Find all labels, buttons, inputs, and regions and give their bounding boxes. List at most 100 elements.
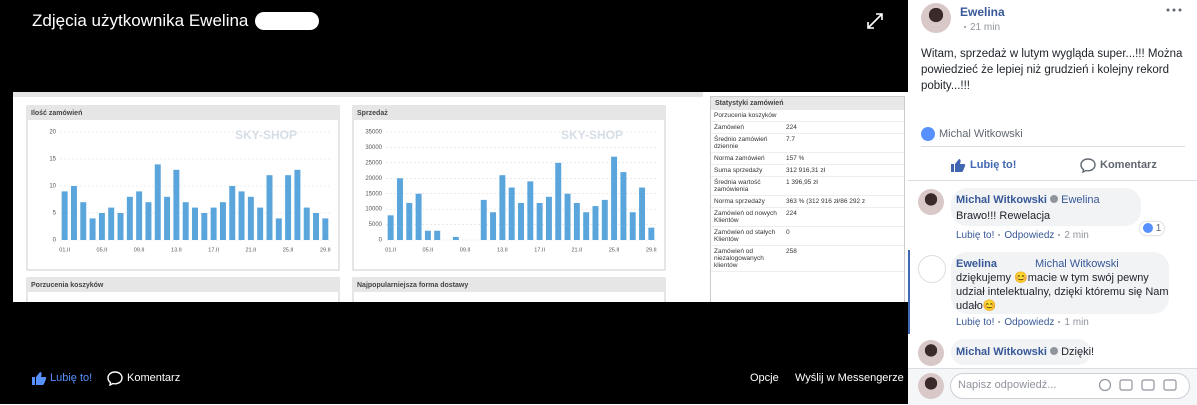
- line: powiedzieć że lepiej niż grudzień i kole…: [921, 64, 1170, 76]
- stat-value: 258: [786, 248, 797, 255]
- bar: [89, 218, 96, 240]
- like-button[interactable]: Lubię to!: [50, 372, 93, 384]
- bar: [424, 230, 431, 240]
- like[interactable]: Lubię to!: [956, 230, 995, 241]
- stats-row: Średnia wartość zamówienia 1 396,95 zł: [711, 177, 904, 196]
- title: Zdjęcia użytkownika Ewelina: [32, 11, 249, 30]
- stat-value: 363 % (312 916 zł/86 292 z: [786, 198, 866, 205]
- bar: [61, 191, 68, 240]
- bar: [98, 213, 105, 240]
- divider: [908, 180, 1197, 181]
- send-messenger[interactable]: Wyślij w Messengerze: [795, 372, 904, 384]
- comment-icon[interactable]: [107, 371, 123, 386]
- bar: [247, 196, 254, 240]
- comment-author[interactable]: Ewelina Michal Witkowski: [956, 258, 1119, 270]
- y-tick-label: 15000: [365, 191, 382, 197]
- bar: [164, 196, 171, 240]
- x-tick-label: 01.II: [59, 247, 70, 253]
- stats-row: Zamówień od niezalogowanych klientów 258: [711, 246, 904, 272]
- charts: Ilość zamówień SKY-SHOP 0 5 10 15 20 01.II 05.II…: [26, 105, 666, 302]
- reply[interactable]: Odpowiedz: [1004, 317, 1055, 328]
- reaction-badge: 1: [1140, 222, 1165, 235]
- comment-button[interactable]: Komentarz: [1100, 159, 1157, 171]
- reply[interactable]: Odpowiedz: [1004, 230, 1055, 241]
- like-button[interactable]: Lubię to!: [970, 159, 1017, 171]
- post-author[interactable]: Ewelina: [960, 5, 1005, 19]
- y-tick-label: 10000: [365, 207, 382, 213]
- x-tick-label: 25.II: [283, 247, 294, 253]
- stat-label: Norma sprzedaży: [714, 198, 765, 205]
- bar: [406, 202, 413, 240]
- bar: [136, 191, 143, 240]
- name[interactable]: Ewelina: [956, 258, 997, 270]
- comment-meta: Lubię to! Odpowiedz 2 min: [956, 230, 1089, 241]
- bar: [154, 164, 161, 240]
- comment: [951, 188, 1141, 226]
- bar: [648, 227, 655, 240]
- bar: [629, 212, 636, 240]
- post-time: 21 min: [960, 22, 1000, 33]
- bar: [527, 181, 534, 240]
- mention[interactable]: Ewelina: [1061, 194, 1100, 206]
- reactions[interactable]: Michal Witkowski: [939, 128, 1023, 140]
- comment-button[interactable]: Komentarz: [127, 372, 181, 384]
- line: udział intelektualny, dzięki któremu się…: [956, 286, 1169, 298]
- stat-label: Porzucenia koszyków: [714, 112, 777, 119]
- x-tick-label: 25.II: [609, 247, 620, 253]
- bar: [387, 215, 394, 240]
- stats-row: Zamówień od stałych Klientów 0: [711, 227, 904, 246]
- comment-author[interactable]: Michal Witkowski Ewelina: [956, 194, 1100, 206]
- name[interactable]: Michal Witkowski: [956, 194, 1047, 206]
- photo: Ilość zamówień SKY-SHOP 0 5 10 15 20 01.II 05.II…: [13, 92, 908, 302]
- chart-header: [353, 106, 665, 120]
- expand-icon[interactable]: [866, 12, 884, 30]
- bar: [257, 207, 264, 240]
- x-tick-label: 29.II: [646, 247, 657, 253]
- avatar: [918, 189, 944, 215]
- like[interactable]: Lubię to!: [956, 317, 995, 328]
- more-icon[interactable]: [1166, 8, 1182, 12]
- y-tick-label: 0: [53, 238, 57, 244]
- placeholder[interactable]: Napisz odpowiedź...: [958, 379, 1057, 391]
- stats-row: Suma sprzedaży 312 916,31 zł: [711, 165, 904, 177]
- line: udało😊: [956, 300, 997, 312]
- bar: [415, 193, 422, 240]
- input-icons[interactable]: [1098, 378, 1184, 392]
- comment-text: dziękujemy 😊macie w tym swój pewny udzia…: [956, 271, 1169, 313]
- stat-label: Zamówień od niezalogowanych klientów: [714, 248, 764, 269]
- stats-row: Średnio zamówień dziennie 7.7: [711, 134, 904, 153]
- name[interactable]: Michal Witkowski: [956, 346, 1047, 358]
- lower-title: Porzucenia koszyków: [31, 282, 104, 289]
- stat-value: 0: [786, 229, 790, 236]
- bar: [238, 191, 245, 240]
- bar: [266, 175, 273, 240]
- x-tick-label: 21.II: [572, 247, 583, 253]
- stat-value: 157 %: [786, 155, 805, 162]
- x-tick-label: 09.II: [460, 247, 471, 253]
- like-icon[interactable]: [950, 158, 966, 173]
- lower-title: Najpopularniejsza forma dostawy: [357, 282, 468, 289]
- stats-row: Zamówień 224: [711, 122, 904, 134]
- y-tick-label: 20: [49, 130, 56, 136]
- lower-header: [353, 278, 665, 292]
- bar: [173, 169, 180, 240]
- y-tick-label: 15: [49, 157, 56, 163]
- stats-panel: Statystyki zamówień Porzucenia koszyków Z…: [710, 96, 905, 302]
- stat-label: Zamówień od nowych Klientów: [714, 210, 777, 224]
- bar: [108, 207, 115, 240]
- mention[interactable]: Michal Witkowski: [1034, 258, 1119, 270]
- reply-input[interactable]: [950, 373, 1190, 399]
- comment: [951, 252, 1169, 314]
- like-icon[interactable]: [31, 371, 47, 386]
- options[interactable]: Opcje: [750, 372, 779, 384]
- y-tick-label: 30000: [365, 145, 382, 151]
- comment-icon[interactable]: [1080, 158, 1096, 173]
- bar: [70, 186, 77, 240]
- stat-label: Norma zamówień: [714, 155, 765, 162]
- bar: [592, 206, 599, 240]
- time: 21 min: [970, 22, 1001, 33]
- avatar: [918, 373, 944, 399]
- chart-header: [27, 106, 339, 120]
- line: pobity...!!!: [921, 80, 971, 92]
- bar: [611, 156, 618, 240]
